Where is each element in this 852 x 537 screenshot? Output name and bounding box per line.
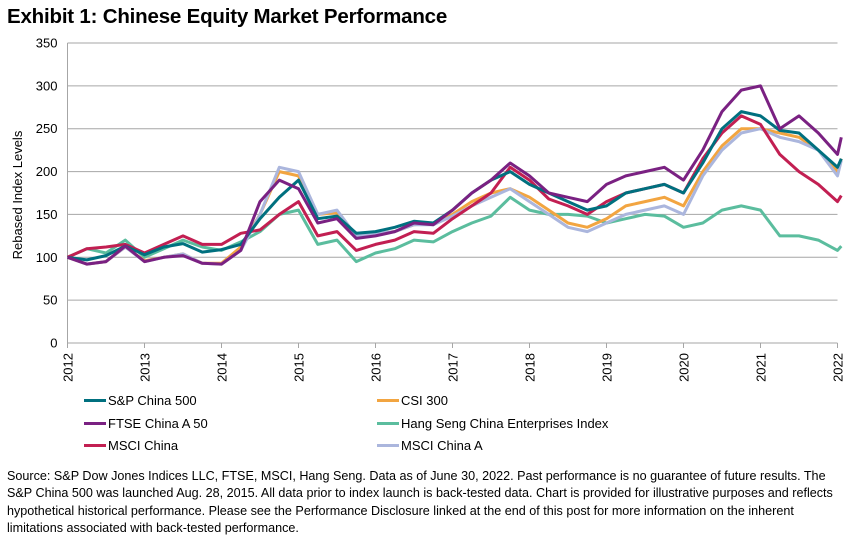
legend-item: S&P China 500 [84,393,197,408]
x-tick-label: 2012 [61,353,76,382]
legend-swatch [377,399,399,402]
y-tick-label: 150 [36,207,58,222]
series-line-ftse-china-a-50 [67,84,843,266]
legend-item: CSI 300 [377,393,448,408]
x-tick-label: 2017 [446,353,461,382]
x-tick-label: 2020 [677,353,692,382]
legend-swatch [377,444,399,447]
legend-swatch [377,421,399,425]
x-tick-label: 2013 [138,353,153,382]
y-axis: 0 50 100 150 200 250 300 350 [36,36,58,351]
chart-title: Exhibit 1: Chinese Equity Market Perform… [7,5,448,28]
legend-label: MSCI China [108,438,179,453]
legend-item: MSCI China A [377,438,483,453]
gridlines [67,42,838,344]
legend-swatch [84,399,106,402]
legend-label: MSCI China A [401,438,483,453]
y-tick-label: 50 [43,293,57,308]
legend-item: MSCI China [84,438,178,453]
legend-label: CSI 300 [401,393,448,408]
x-axis: 2012 2013 2014 2015 2016 2017 2018 2019 2020 2021… [61,343,846,382]
y-tick-label: 0 [50,336,57,351]
legend-label: Hang Seng China Enterprises Index [401,415,609,431]
legend-label: FTSE China A 50 [108,415,208,431]
legend-swatch [84,421,106,425]
x-tick-label: 2014 [215,353,230,382]
y-axis-label: Rebased Index Levels [10,130,25,259]
legend-label: S&P China 500 [108,393,197,408]
y-tick-label: 250 [36,121,58,136]
y-tick-label: 300 [36,78,58,93]
legend-item: Hang Seng China Enterprises Index [377,416,608,431]
legend-swatch [84,444,106,447]
x-tick-label: 2018 [523,353,538,382]
y-tick-label: 350 [36,36,58,51]
x-tick-label: 2016 [369,353,384,382]
x-tick-label: 2022 [831,353,846,382]
x-tick-label: 2015 [292,353,307,382]
x-tick-label: 2021 [754,353,769,382]
legend-item: FTSE China A 50 [84,416,208,431]
x-tick-label: 2019 [600,353,615,382]
series-line-msci-china [66,114,843,259]
footnote: Source: S&P Dow Jones Indices LLC, FTSE,… [7,469,833,535]
y-tick-label: 200 [36,164,58,179]
series-line-hang-seng-china-enterprises-index [66,195,843,264]
series-lines [66,84,843,266]
y-tick-label: 100 [36,250,58,265]
